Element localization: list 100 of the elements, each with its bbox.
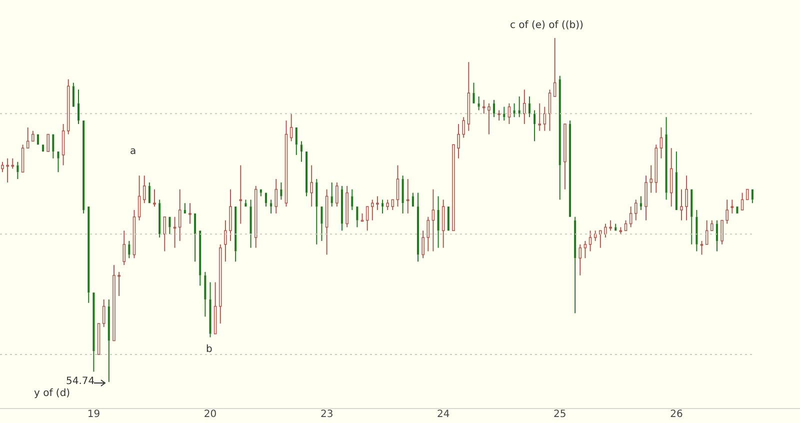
candlestick — [310, 164, 313, 208]
candlestick — [52, 134, 54, 159]
candlestick — [72, 82, 74, 107]
candlestick — [736, 206, 738, 214]
candlestick — [340, 185, 343, 232]
candlestick — [569, 120, 572, 217]
candlestick — [244, 199, 247, 207]
candlestick — [168, 216, 171, 235]
candlestick — [402, 175, 404, 214]
candlestick — [330, 182, 333, 208]
candlestick — [46, 134, 50, 152]
text: y of (d) — [34, 388, 70, 399]
candlestick — [518, 96, 520, 118]
candlestick — [280, 182, 282, 200]
candlestick — [665, 116, 668, 200]
candlestick — [720, 220, 724, 245]
candlestick — [528, 96, 530, 118]
candlestick — [199, 230, 202, 286]
candlestick — [680, 188, 683, 221]
candlestick — [670, 148, 673, 208]
candlestick — [184, 202, 186, 214]
candlestick — [746, 188, 749, 200]
candlestick — [467, 62, 470, 132]
candlestick — [163, 216, 166, 252]
candlestick — [574, 216, 576, 314]
x-tick-label: 24 — [437, 409, 450, 420]
x-tick-label: 25 — [554, 409, 566, 420]
candlestick — [472, 82, 475, 104]
candlestick — [634, 199, 638, 221]
candlestick — [57, 152, 60, 173]
candlestick — [690, 189, 693, 245]
candlestick — [270, 199, 272, 214]
candlestick — [726, 199, 728, 224]
candlestick — [437, 196, 440, 248]
candlestick — [751, 189, 754, 204]
x-tick-label: 20 — [204, 409, 217, 420]
candlestick — [523, 89, 526, 124]
candlestick — [382, 199, 384, 214]
candlestick — [710, 220, 714, 232]
candlestick — [493, 99, 496, 118]
candlestick — [351, 188, 354, 210]
candlestick — [386, 199, 389, 210]
candlestick — [534, 110, 536, 142]
candlestick — [32, 130, 34, 142]
candlestick — [558, 75, 561, 200]
candlestick — [716, 220, 718, 252]
candlestick — [320, 206, 323, 242]
candlestick — [274, 178, 278, 214]
candlestick — [142, 175, 146, 204]
candlestick — [16, 161, 19, 180]
candlestick — [204, 271, 206, 318]
candlestick — [513, 102, 516, 118]
candlestick — [417, 192, 420, 262]
candlestick — [122, 230, 126, 266]
candlestick — [316, 178, 318, 245]
candlestick — [640, 196, 642, 210]
candlestick — [218, 244, 222, 324]
candlestick — [224, 220, 227, 262]
candlestick — [108, 298, 110, 382]
candlestick — [488, 102, 490, 135]
candlestick — [371, 199, 374, 221]
annotation: b — [206, 344, 212, 355]
candlestick — [264, 192, 267, 208]
candlestick — [158, 199, 161, 238]
x-tick-label: 19 — [87, 409, 100, 420]
candlestick — [194, 213, 196, 262]
candlestick — [209, 282, 212, 338]
candlestick — [254, 185, 258, 248]
candlestick — [426, 216, 430, 252]
candlestick — [82, 120, 85, 214]
candlestick — [422, 230, 424, 259]
candlestick — [564, 124, 566, 190]
candlestick — [650, 164, 652, 194]
candlestick — [685, 175, 688, 221]
candlestick — [97, 323, 100, 355]
candlestick — [26, 126, 30, 148]
candlestick — [250, 199, 252, 248]
candlestick — [457, 124, 460, 159]
candlestick — [128, 240, 130, 259]
candlestick — [229, 188, 232, 242]
candlestick — [92, 292, 95, 372]
candlestick — [88, 206, 90, 304]
candlestick — [366, 206, 369, 232]
candlestick — [599, 230, 602, 248]
candlestick — [295, 127, 298, 156]
candlestick — [462, 116, 466, 138]
candlestick — [644, 175, 648, 221]
candlestick — [336, 182, 338, 208]
candlestick — [66, 78, 70, 135]
candlestick — [356, 206, 358, 228]
candlestick — [675, 151, 678, 210]
candlestick — [21, 144, 24, 173]
candlestick — [36, 134, 39, 145]
candlestick — [78, 89, 80, 124]
candlestick — [300, 140, 302, 162]
candlestick — [696, 210, 698, 252]
x-tick-label: 23 — [320, 409, 334, 420]
candlestick — [42, 144, 44, 152]
annotation: 54.74 — [66, 376, 95, 387]
candlestick — [234, 206, 237, 262]
